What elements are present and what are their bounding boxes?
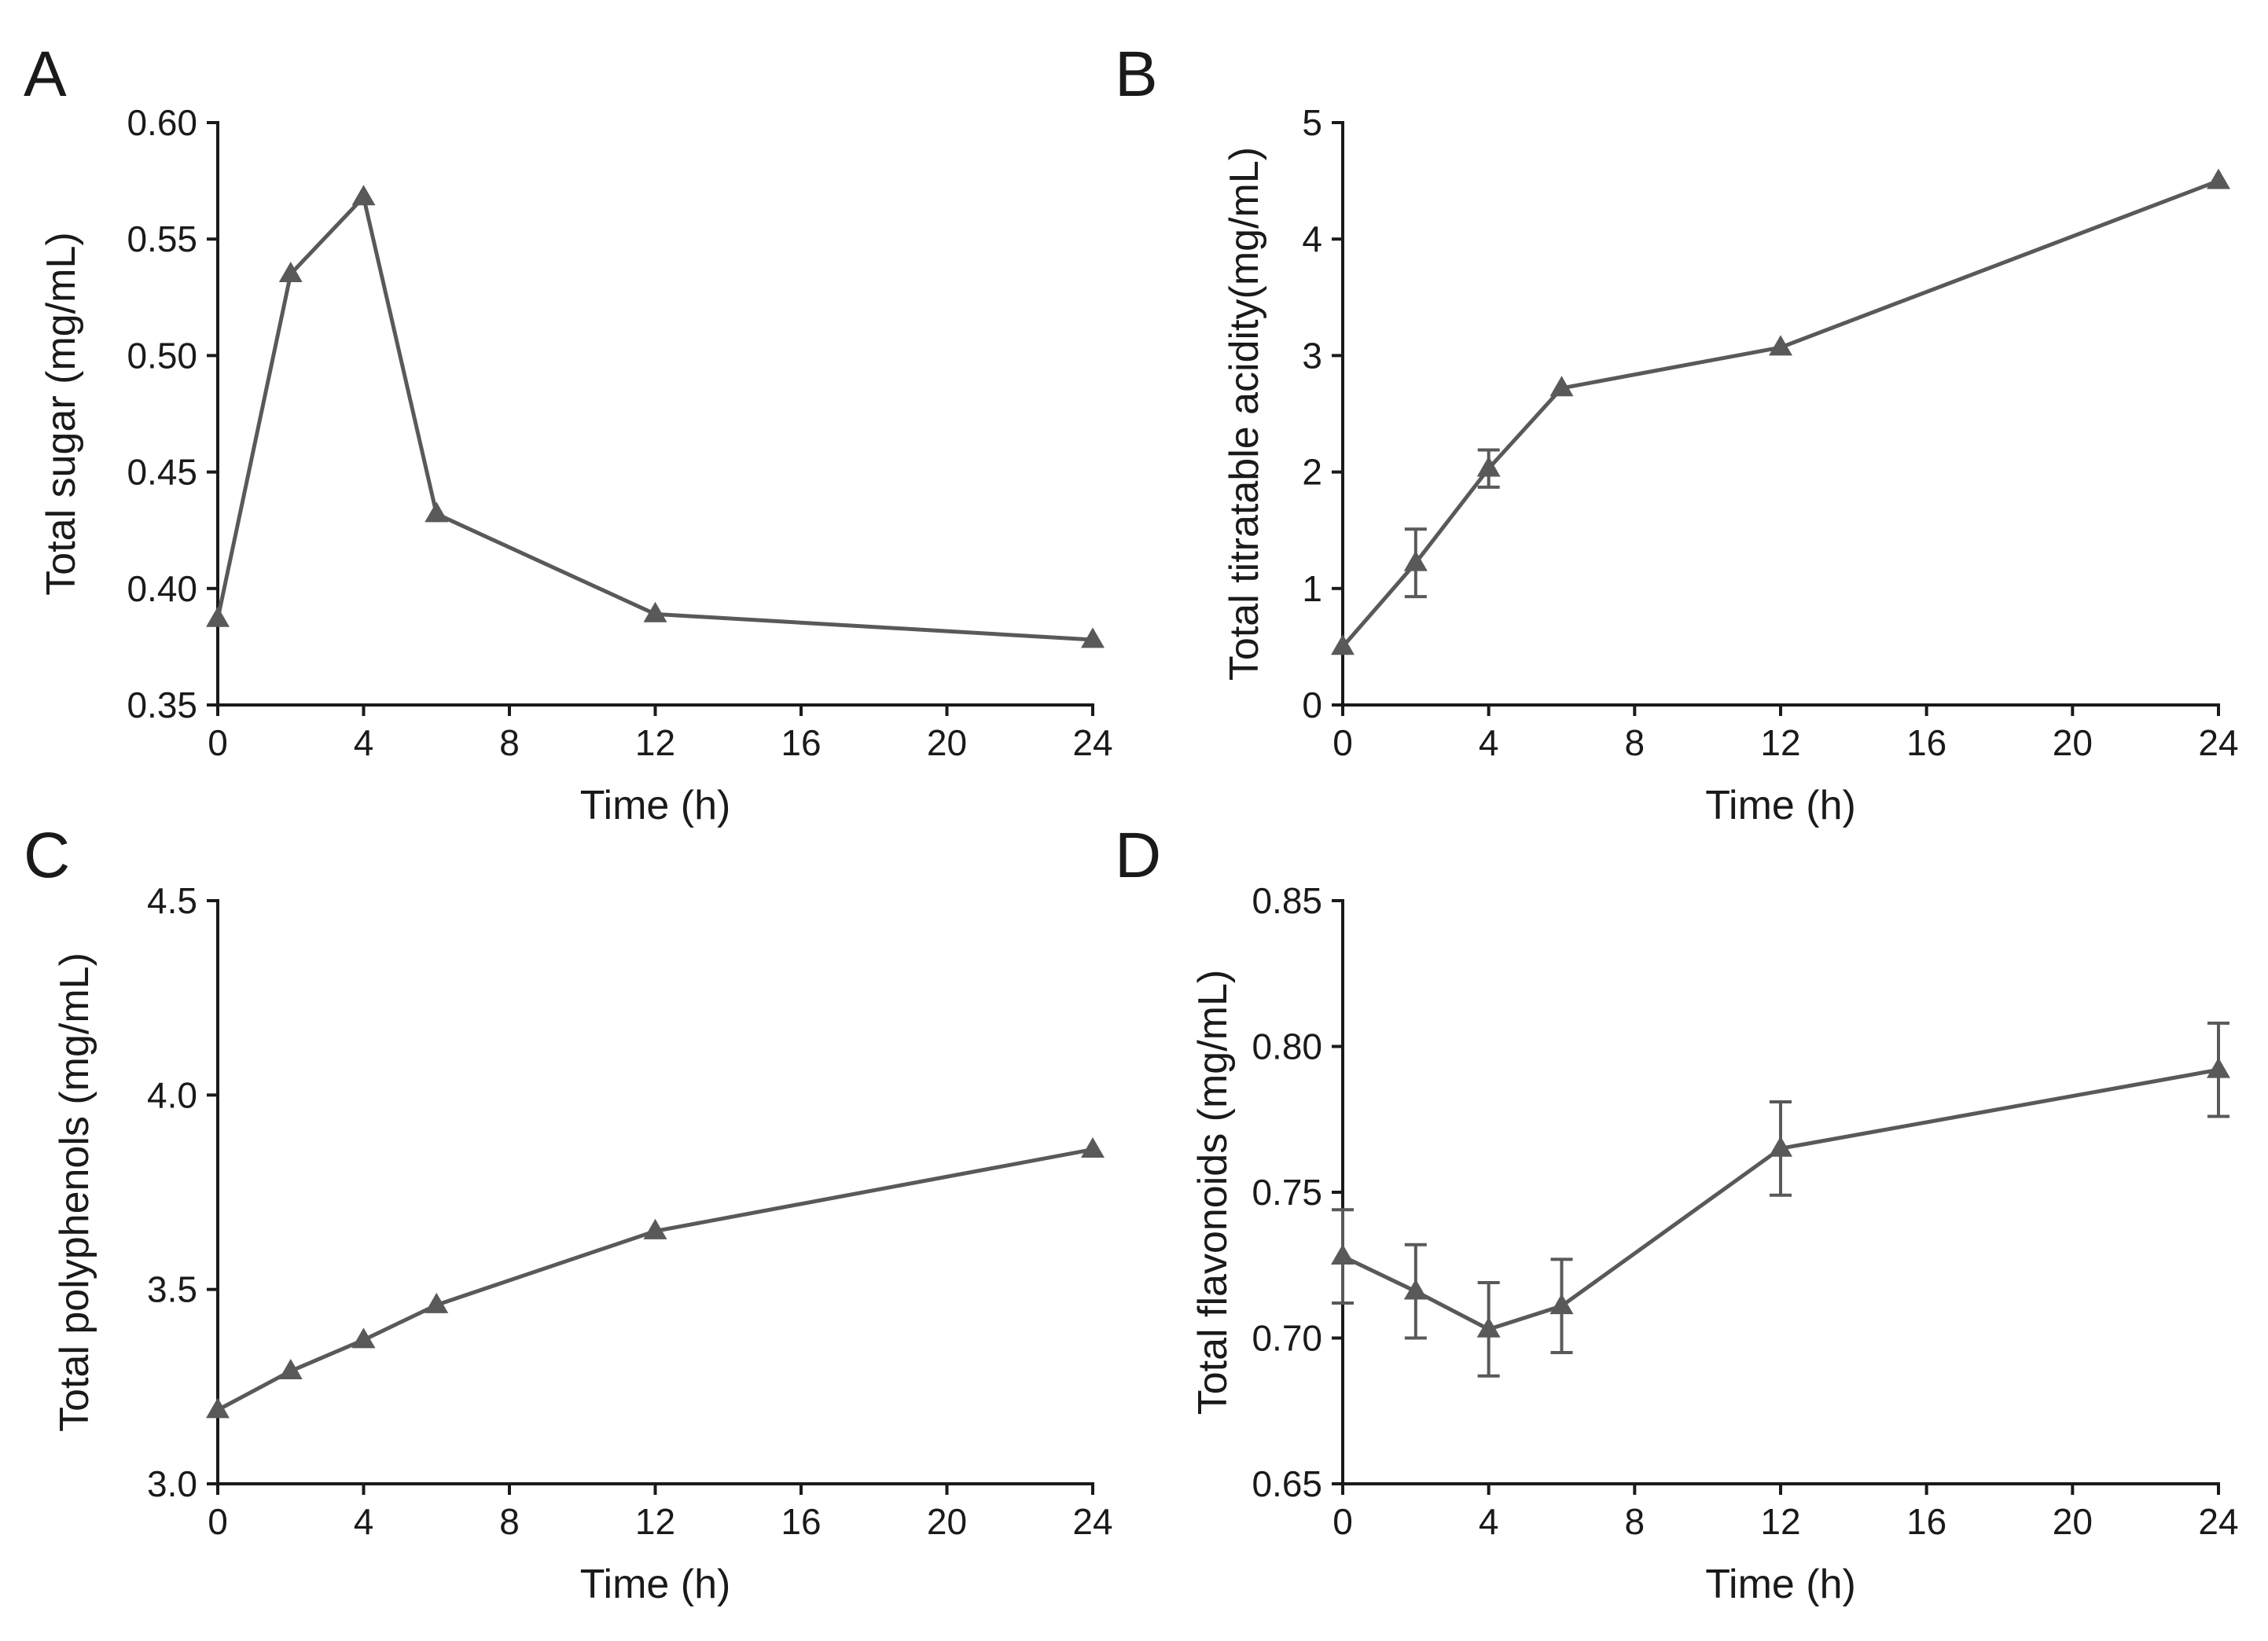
x-tick-label: 0 bbox=[208, 1501, 228, 1542]
x-tick-label: 12 bbox=[1760, 1501, 1800, 1542]
panel-d: D 0.65 0.70 0.75 0.80 0.85 0 4 8 12 16 20 24 Time (h)… bbox=[1115, 820, 2239, 1607]
y-tick-label: 0.35 bbox=[127, 685, 197, 725]
x-axis-title: Time (h) bbox=[580, 1562, 731, 1607]
data-point bbox=[1476, 456, 1501, 477]
y-tick-label: 0.70 bbox=[1252, 1318, 1322, 1359]
x-tick-label: 4 bbox=[1479, 722, 1499, 763]
y-axis-title: Total titratable acidity(mg/mL) bbox=[1222, 147, 1267, 681]
panel-c: C 3.0 3.5 4.0 4.5 0 4 8 12 16 20 24 Time (h) Total po… bbox=[24, 820, 1113, 1607]
y-tick-label: 0.75 bbox=[1252, 1172, 1322, 1213]
y-axis-title: Total sugar (mg/mL) bbox=[39, 232, 84, 595]
y-tick-label: 0.50 bbox=[127, 335, 197, 376]
series-line bbox=[216, 1147, 1094, 1412]
panel-letter-a: A bbox=[24, 39, 67, 110]
x-axis-title: Time (h) bbox=[1705, 1562, 1856, 1607]
y-tick-label: 4.5 bbox=[147, 880, 197, 921]
y-tick-label: 3 bbox=[1302, 335, 1322, 376]
x-tick-label: 4 bbox=[1479, 1501, 1499, 1542]
data-point bbox=[1081, 1136, 1105, 1158]
y-axis-title: Total polyphenols (mg/mL) bbox=[52, 953, 97, 1432]
x-axis-title: Time (h) bbox=[580, 783, 731, 828]
x-tick-label: 0 bbox=[1332, 722, 1353, 763]
x-tick-label: 12 bbox=[635, 722, 675, 763]
y-tick-label: 0.55 bbox=[127, 218, 197, 259]
data-point bbox=[206, 1397, 230, 1419]
x-tick-label: 24 bbox=[2198, 1501, 2238, 1542]
x-tick-label: 0 bbox=[208, 722, 228, 763]
x-tick-label: 16 bbox=[1906, 722, 1946, 763]
x-tick-label: 4 bbox=[354, 722, 374, 763]
panel-letter-b: B bbox=[1115, 39, 1158, 110]
x-axis-title: Time (h) bbox=[1705, 783, 1856, 828]
x-tick-label: 0 bbox=[1332, 1501, 1353, 1542]
x-tick-label: 24 bbox=[1072, 722, 1112, 763]
x-tick-label: 8 bbox=[499, 1501, 520, 1542]
y-tick-label: 4 bbox=[1302, 218, 1322, 259]
data-point bbox=[1331, 634, 1355, 655]
data-point bbox=[1331, 1244, 1355, 1265]
x-tick-label: 16 bbox=[1906, 1501, 1946, 1542]
data-point bbox=[206, 606, 230, 627]
data-point bbox=[351, 1327, 376, 1349]
x-tick-label: 8 bbox=[1625, 722, 1645, 763]
data-point bbox=[1549, 1294, 1574, 1315]
x-tick-label: 20 bbox=[2053, 722, 2093, 763]
x-tick-label: 16 bbox=[781, 1501, 821, 1542]
y-tick-label: 2 bbox=[1302, 452, 1322, 493]
data-point bbox=[1476, 1316, 1501, 1338]
x-tick-label: 4 bbox=[354, 1501, 374, 1542]
data-point bbox=[1403, 1279, 1428, 1300]
data-point bbox=[425, 1292, 449, 1313]
y-tick-label: 0.40 bbox=[127, 568, 197, 609]
y-tick-label: 3.0 bbox=[147, 1463, 197, 1504]
x-tick-label: 8 bbox=[1625, 1501, 1645, 1542]
y-axis-title: Total flavonoids (mg/mL) bbox=[1190, 970, 1236, 1415]
panel-a: A 0.35 0.40 0.45 0.50 0.55 0.60 0 4 8 12 16 20 24 Time… bbox=[24, 39, 1113, 828]
data-point bbox=[1081, 627, 1105, 648]
data-point bbox=[278, 262, 303, 283]
series-line bbox=[1341, 1067, 2219, 1331]
data-point bbox=[278, 1358, 303, 1379]
series-line bbox=[215, 195, 1094, 642]
x-tick-label: 20 bbox=[927, 1501, 967, 1542]
data-point bbox=[643, 601, 667, 622]
data-point bbox=[1403, 550, 1428, 571]
x-tick-label: 12 bbox=[635, 1501, 675, 1542]
panel-letter-c: C bbox=[24, 820, 70, 891]
y-tick-label: 0.60 bbox=[127, 102, 197, 143]
y-tick-label: 3.5 bbox=[147, 1269, 197, 1310]
x-tick-label: 24 bbox=[1072, 1501, 1112, 1542]
y-tick-label: 4.0 bbox=[147, 1074, 197, 1115]
data-point bbox=[425, 501, 449, 523]
y-tick-label: 0.80 bbox=[1252, 1026, 1322, 1067]
x-tick-label: 12 bbox=[1760, 722, 1800, 763]
data-point bbox=[1549, 376, 1574, 397]
y-tick-label: 0.45 bbox=[127, 452, 197, 493]
y-tick-label: 0.85 bbox=[1252, 880, 1322, 921]
data-point bbox=[1769, 1136, 1792, 1157]
y-tick-label: 0 bbox=[1302, 685, 1322, 725]
data-point bbox=[1769, 335, 1792, 356]
x-tick-label: 20 bbox=[927, 722, 967, 763]
data-point bbox=[2207, 1057, 2230, 1078]
data-point bbox=[643, 1218, 667, 1239]
y-tick-label: 5 bbox=[1302, 102, 1322, 143]
data-point bbox=[2207, 168, 2230, 189]
x-tick-label: 8 bbox=[499, 722, 520, 763]
y-tick-label: 1 bbox=[1302, 568, 1322, 609]
data-point bbox=[351, 185, 376, 206]
panel-letter-d: D bbox=[1115, 820, 1161, 891]
series-line bbox=[1341, 178, 2219, 648]
x-tick-label: 24 bbox=[2198, 722, 2238, 763]
x-tick-label: 20 bbox=[2053, 1501, 2093, 1542]
x-tick-label: 16 bbox=[781, 722, 821, 763]
y-tick-label: 0.65 bbox=[1252, 1463, 1322, 1504]
